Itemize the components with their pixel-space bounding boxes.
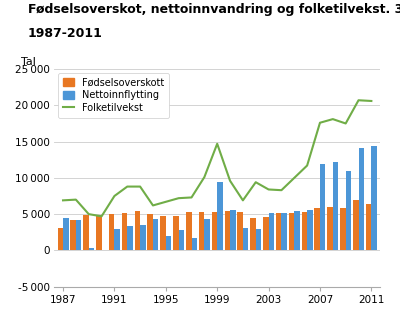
Bar [314, 208, 320, 250]
Bar [114, 229, 120, 250]
Legend: Fødselsoverskott, Nettoinnflytting, Folketilvekst: Fødselsoverskott, Nettoinnflytting, Folk… [58, 73, 169, 117]
Bar [199, 212, 204, 250]
Bar [192, 238, 197, 250]
Folketilvekst [343, 122, 348, 125]
Folketilvekst [164, 200, 168, 204]
Text: Fødselsoverskot, nettoinnvandring og folketilvekst. 3. kvartal.: Fødselsoverskot, nettoinnvandring og fol… [28, 3, 400, 16]
Bar [243, 228, 248, 250]
Bar [307, 210, 313, 250]
Bar [186, 212, 192, 250]
Bar [153, 219, 158, 250]
Folketilvekst [86, 212, 91, 216]
Bar [166, 236, 171, 250]
Bar [173, 216, 179, 250]
Folketilvekst [356, 98, 361, 102]
Bar [127, 227, 133, 250]
Bar [250, 218, 256, 250]
Bar [353, 200, 358, 250]
Folketilvekst [61, 198, 66, 202]
Bar [96, 215, 102, 250]
Folketilvekst [215, 142, 220, 146]
Bar [70, 220, 76, 250]
Line: Folketilvekst: Folketilvekst [63, 100, 371, 216]
Bar [327, 207, 333, 250]
Folketilvekst [266, 188, 271, 191]
Text: Tal: Tal [22, 57, 36, 67]
Folketilvekst [138, 185, 142, 188]
Folketilvekst [125, 185, 130, 188]
Bar [282, 213, 287, 250]
Folketilvekst [253, 180, 258, 184]
Folketilvekst [240, 198, 245, 202]
Folketilvekst [189, 196, 194, 199]
Folketilvekst [176, 196, 181, 200]
Bar [320, 164, 326, 250]
Bar [160, 216, 166, 250]
Folketilvekst [74, 198, 78, 202]
Folketilvekst [202, 175, 207, 179]
Folketilvekst [99, 214, 104, 218]
Bar [224, 211, 230, 250]
Bar [76, 220, 82, 250]
Bar [366, 204, 371, 250]
Bar [217, 182, 223, 250]
Bar [83, 215, 89, 250]
Bar [333, 162, 338, 250]
Bar [58, 228, 63, 250]
Bar [340, 208, 346, 250]
Bar [230, 210, 236, 250]
Bar [179, 230, 184, 250]
Folketilvekst [369, 99, 374, 103]
Bar [63, 218, 68, 250]
Bar [346, 171, 351, 250]
Folketilvekst [228, 179, 232, 183]
Bar [371, 146, 377, 250]
Bar [204, 219, 210, 250]
Bar [148, 214, 153, 250]
Bar [237, 212, 243, 250]
Bar [268, 213, 274, 250]
Bar [358, 148, 364, 250]
Bar [302, 212, 307, 250]
Text: 1987-2011: 1987-2011 [28, 27, 103, 40]
Folketilvekst [330, 117, 335, 121]
Bar [276, 213, 282, 250]
Folketilvekst [292, 176, 297, 180]
Bar [109, 214, 114, 250]
Bar [140, 225, 146, 250]
Bar [289, 213, 294, 250]
Bar [256, 228, 261, 250]
Folketilvekst [305, 164, 310, 167]
Folketilvekst [279, 188, 284, 192]
Bar [89, 248, 94, 250]
Bar [263, 217, 268, 250]
Bar [122, 213, 127, 250]
Folketilvekst [318, 121, 322, 125]
Bar [294, 211, 300, 250]
Bar [134, 211, 140, 250]
Bar [212, 212, 217, 250]
Folketilvekst [150, 204, 155, 207]
Folketilvekst [112, 194, 117, 198]
